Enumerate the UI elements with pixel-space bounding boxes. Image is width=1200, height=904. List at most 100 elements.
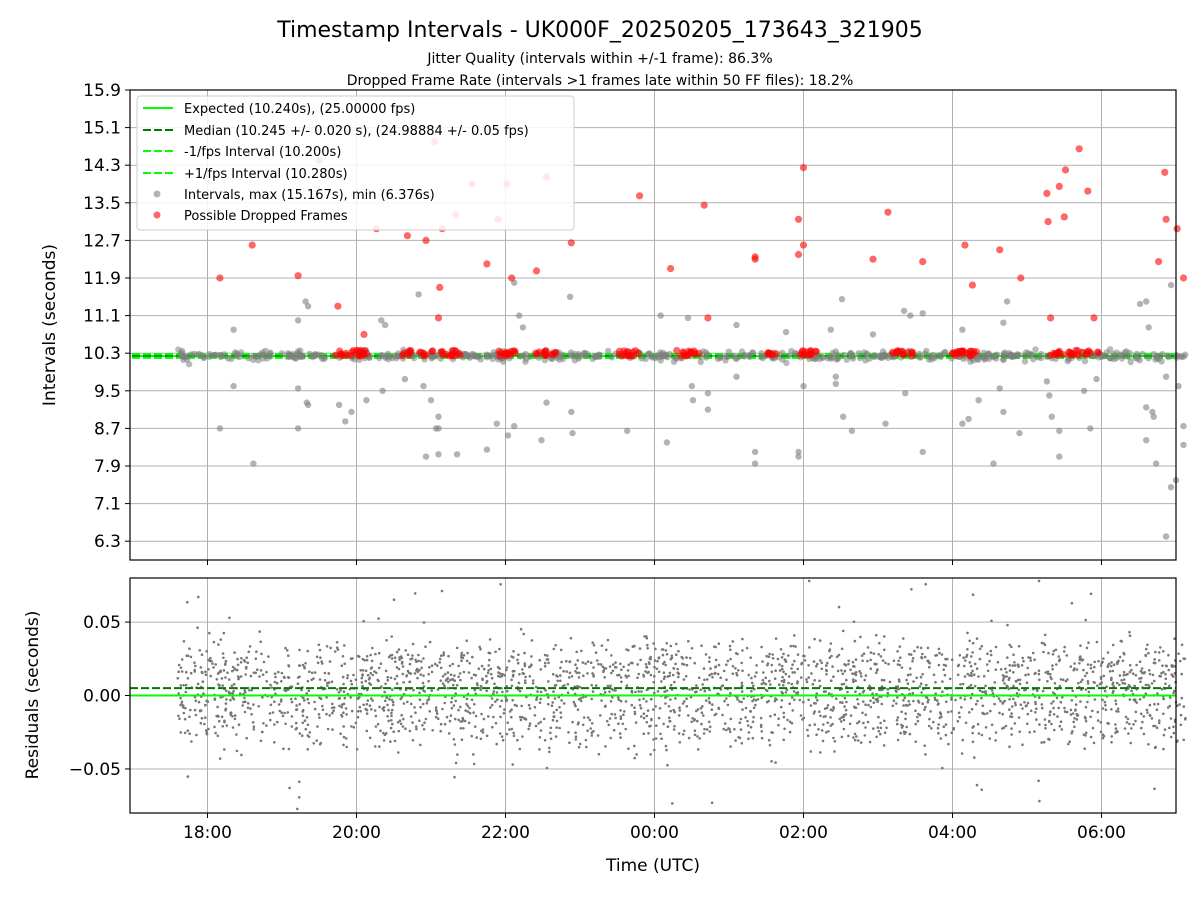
dropped-frame-point (1074, 347, 1082, 355)
residual-point (415, 667, 419, 671)
residual-point (1054, 648, 1058, 652)
residual-point (177, 663, 181, 667)
residual-point (466, 710, 470, 713)
residual-point (738, 700, 741, 703)
interval-point (923, 347, 930, 355)
residual-point (863, 734, 867, 737)
residual-point (342, 682, 345, 686)
residual-point (621, 722, 625, 726)
residuals-y-ticks: −0.050.000.05 (69, 613, 130, 780)
residual-point (1084, 618, 1087, 622)
residual-point (361, 684, 364, 688)
residual-point (722, 727, 726, 731)
residual-point (966, 631, 969, 635)
residual-point (1153, 658, 1156, 661)
residual-point (674, 662, 677, 666)
residual-point (708, 660, 711, 663)
residual-point (406, 653, 410, 656)
residual-point (431, 729, 435, 732)
dropped-frame-point (1017, 274, 1025, 282)
residual-point (714, 671, 717, 675)
residual-point (342, 735, 346, 739)
residual-point (1123, 727, 1127, 730)
residual-point (866, 720, 870, 724)
residual-point (1008, 643, 1011, 647)
residual-point (908, 688, 911, 691)
interval-point (848, 427, 856, 434)
residual-point (316, 725, 319, 728)
residual-point (186, 654, 190, 658)
residual-point (1120, 679, 1123, 682)
residual-point (1071, 689, 1074, 693)
residual-point (685, 697, 688, 700)
residual-point (824, 715, 827, 718)
residual-point (699, 688, 702, 692)
residual-point (786, 718, 789, 722)
residual-point (1062, 650, 1066, 653)
interval-point (1056, 453, 1063, 460)
residual-point (1029, 659, 1032, 662)
residual-point (825, 668, 828, 672)
residual-point (289, 697, 293, 701)
residual-point (1024, 673, 1027, 677)
residual-point (645, 665, 649, 669)
residual-point (726, 659, 730, 663)
residual-point (306, 734, 310, 737)
residual-point (768, 743, 772, 747)
residual-point (702, 732, 706, 735)
residual-point (182, 640, 186, 643)
residual-point (1004, 667, 1007, 671)
residual-point (771, 731, 774, 734)
residual-point (1147, 743, 1150, 746)
residual-point (669, 683, 673, 687)
residual-point (498, 675, 502, 678)
residual-point (644, 670, 647, 673)
residual-point (232, 682, 236, 686)
residual-point (440, 589, 444, 593)
residual-point (392, 703, 395, 707)
residual-point (1004, 724, 1008, 728)
residual-point (410, 657, 414, 660)
residual-point (200, 717, 204, 720)
residual-point (971, 740, 975, 744)
residual-point (194, 664, 197, 668)
residual-point (1075, 668, 1079, 671)
residual-point (777, 723, 780, 727)
residual-point (597, 662, 600, 666)
residual-point (1048, 713, 1051, 717)
residual-point (368, 704, 372, 707)
residual-point (457, 664, 460, 668)
residual-point (816, 662, 819, 666)
residual-point (543, 739, 547, 742)
residual-point (388, 698, 391, 701)
residual-point (817, 728, 820, 731)
residual-point (788, 720, 792, 724)
residual-point (866, 646, 870, 649)
residual-point (327, 672, 331, 675)
residual-point (1118, 683, 1121, 687)
residual-point (843, 696, 847, 700)
residual-point (661, 653, 665, 657)
residual-point (714, 645, 717, 649)
residual-point (343, 644, 346, 647)
residual-point (1179, 723, 1183, 727)
residual-point (1162, 712, 1165, 716)
residual-point (240, 753, 243, 757)
residual-point (366, 673, 370, 677)
residual-point (904, 712, 907, 715)
residual-point (737, 669, 740, 672)
residual-point (215, 678, 219, 681)
interval-point (733, 321, 740, 329)
interval-point (185, 361, 193, 368)
residual-point (1003, 682, 1006, 685)
residual-point (356, 654, 360, 658)
residual-point (374, 725, 378, 728)
interval-point (1087, 425, 1094, 432)
residual-point (247, 650, 250, 654)
residual-point (257, 705, 261, 708)
residual-point (1086, 682, 1090, 685)
residual-point (964, 721, 968, 725)
interval-point (230, 326, 237, 333)
residual-point (765, 700, 769, 704)
residual-point (245, 656, 248, 659)
